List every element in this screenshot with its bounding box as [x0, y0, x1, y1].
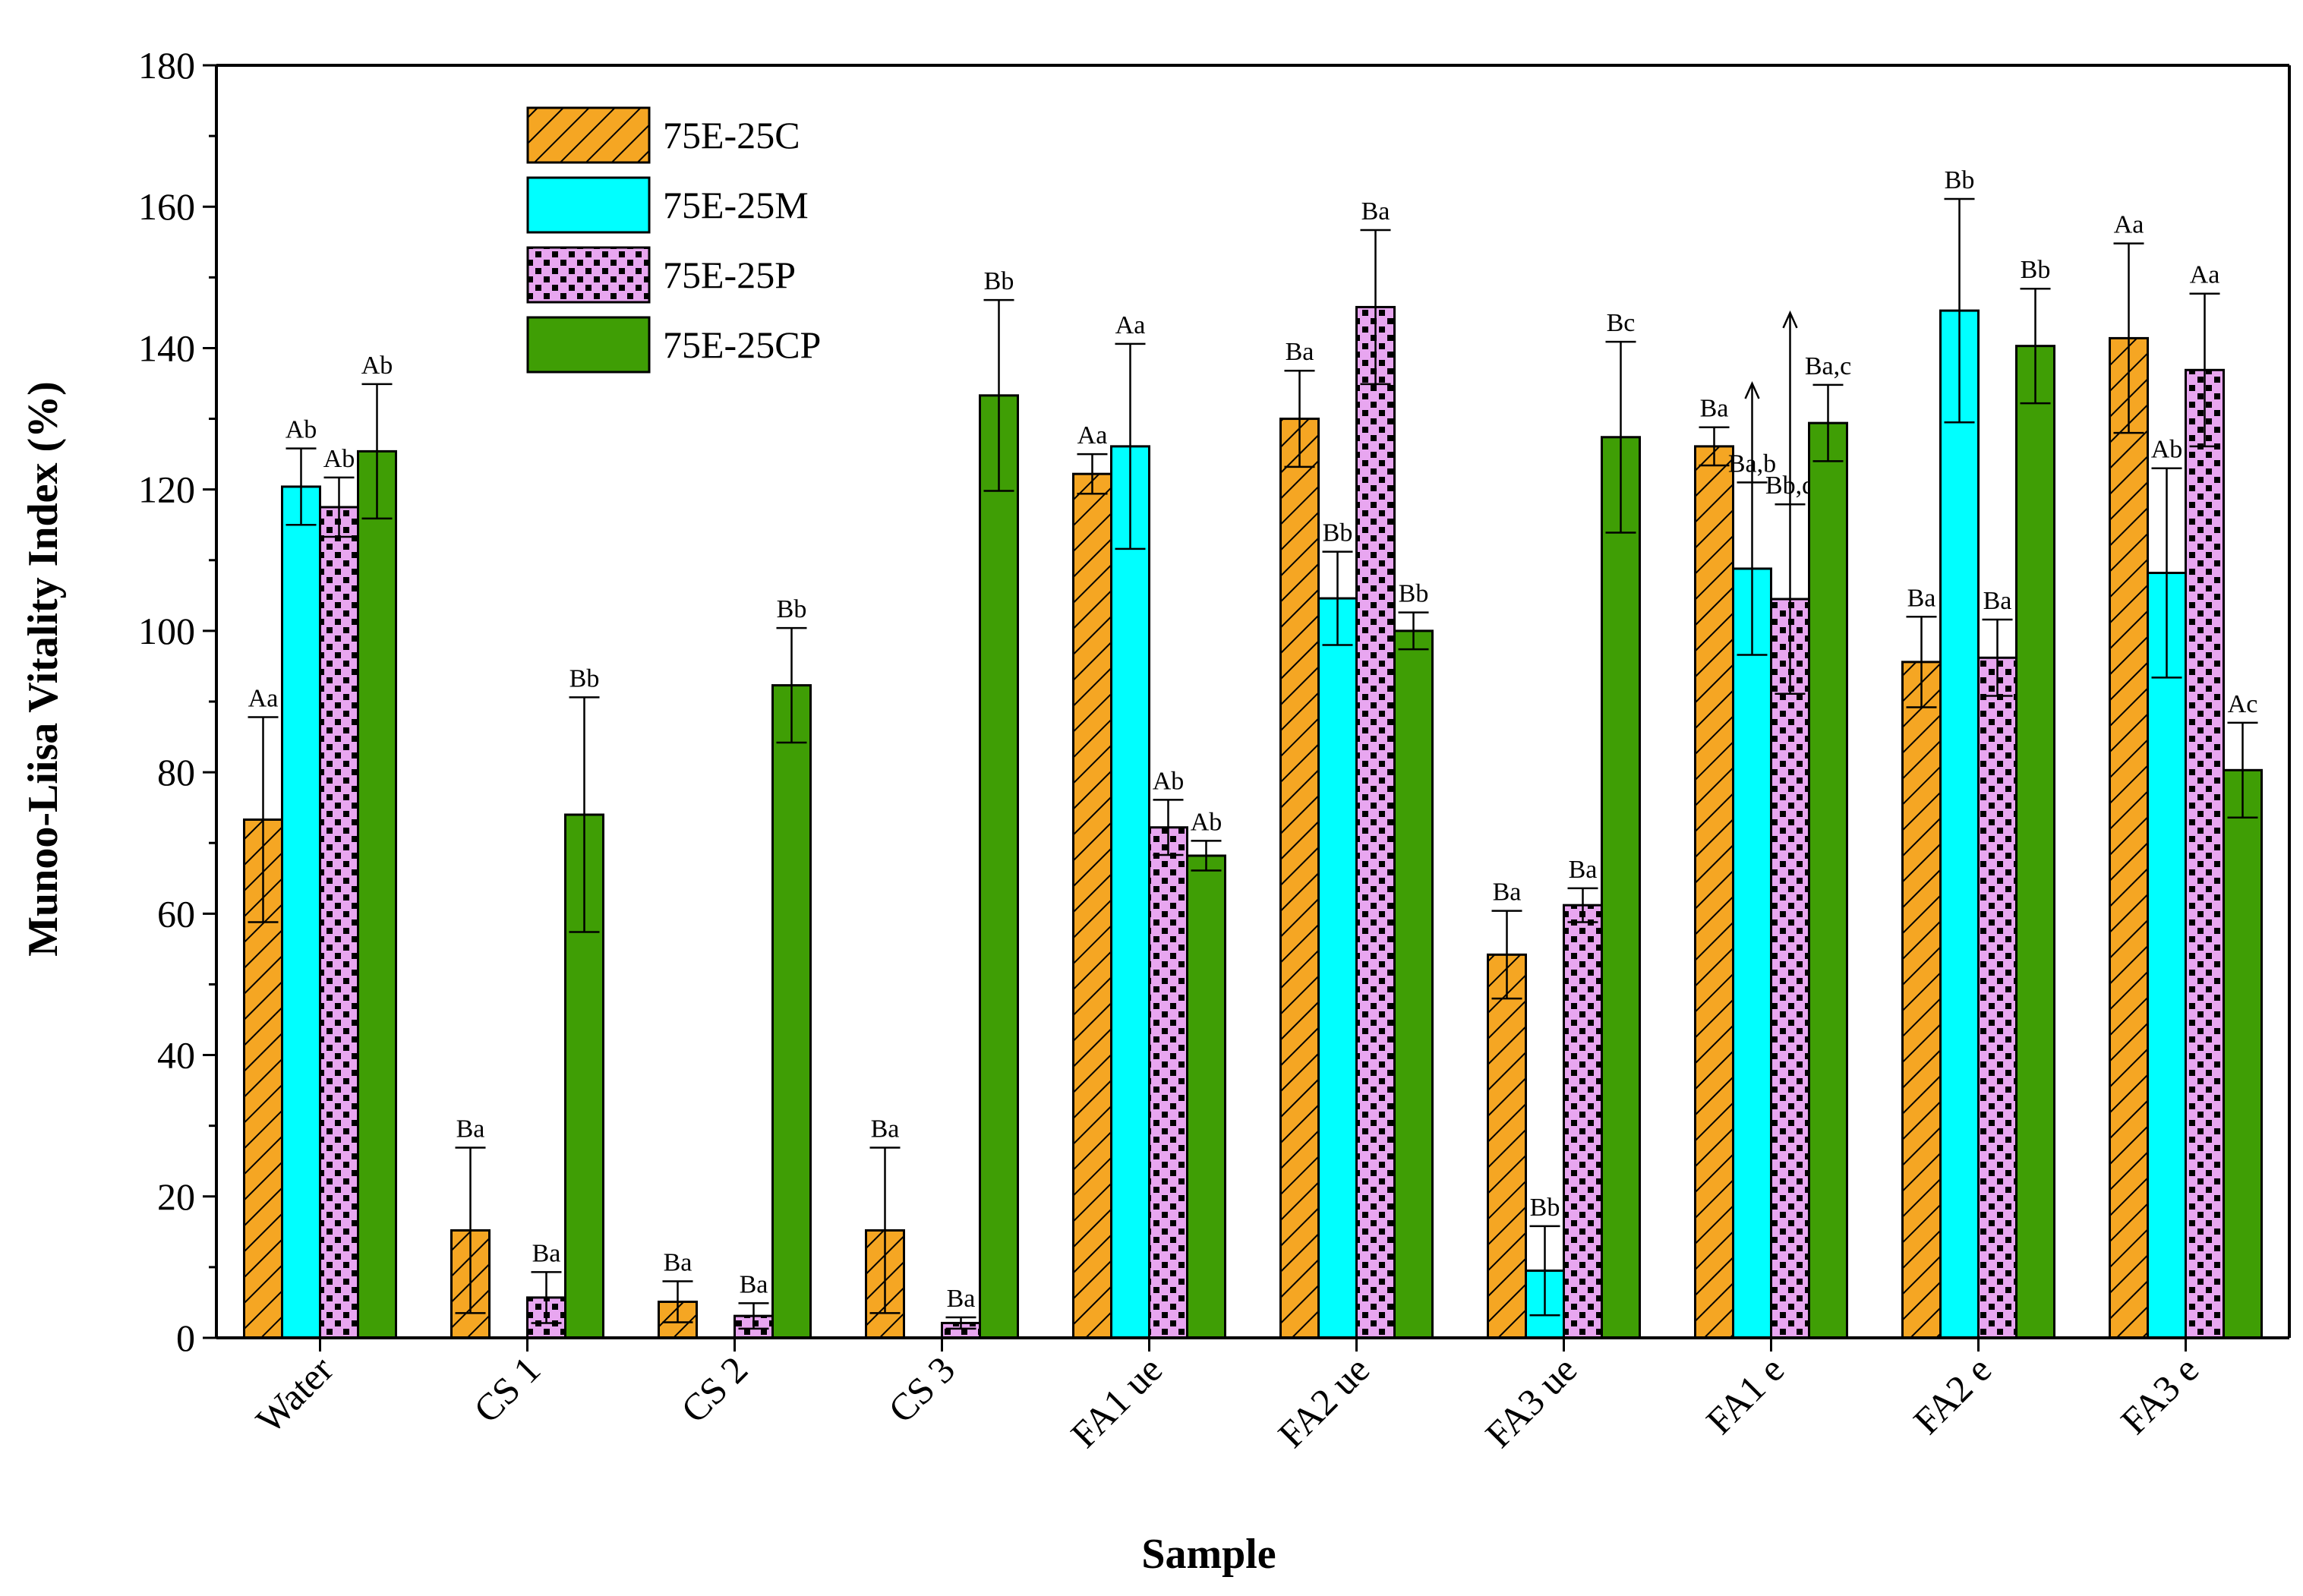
bar-75E-25C-FA1 ue: [1072, 472, 1112, 1339]
data-label-75E-25CP-FA3 ue: Bc: [1607, 309, 1636, 337]
data-label-75E-25C-Water: Aa: [248, 684, 279, 712]
data-label-75E-25P-FA3 ue: Ba: [1569, 856, 1598, 884]
data-label-75E-25CP-CS 3: Bb: [984, 267, 1014, 295]
plot-area: AaAbAbAbBaBaBbBaBaBbBaBaBbAaAaAbAbBaBbBa…: [138, 44, 2291, 1456]
bar-75E-25CP-FA2 ue: [1393, 629, 1434, 1339]
bar-75E-25CP-Water: [357, 449, 397, 1339]
legend: 75E-25C 75E-25M 75E-25P 75E-25CP: [526, 106, 821, 374]
bar-75E-25C-FA2 e: [1901, 661, 1942, 1339]
x-tick-label: FA2 ue: [1270, 1348, 1377, 1456]
data-label-75E-25C-CS 2: Ba: [664, 1249, 692, 1277]
bar-75E-25M-FA3 e: [2147, 572, 2187, 1339]
data-label-75E-25C-FA1 ue: Aa: [1077, 421, 1108, 449]
bar-75E-25P-FA1 e: [1770, 598, 1810, 1339]
y-tick-label: 180: [138, 44, 195, 87]
y-tick-label: 20: [157, 1175, 195, 1218]
x-tick-label: FA1 e: [1698, 1348, 1792, 1442]
y-tick-label: 100: [138, 610, 195, 652]
data-label-75E-25M-Water: Ab: [286, 416, 317, 444]
data-label-75E-25CP-FA2 e: Bb: [2021, 256, 2051, 284]
data-label-75E-25P-FA2 ue: Ba: [1361, 197, 1390, 226]
data-label-75E-25M-FA1 ue: Aa: [1115, 311, 1146, 339]
data-label-75E-25C-FA1 e: Ba: [1700, 395, 1729, 423]
data-label-75E-25P-FA1 ue: Ab: [1153, 767, 1185, 795]
data-label-75E-25C-FA2 ue: Ba: [1286, 338, 1314, 366]
x-tick-label: FA3 e: [2112, 1348, 2207, 1442]
data-label-75E-25P-CS 2: Ba: [740, 1270, 768, 1298]
bar-75E-25C-FA3 ue: [1487, 953, 1527, 1339]
x-tick-label: FA3 ue: [1477, 1348, 1585, 1456]
bar-75E-25C-FA1 e: [1694, 445, 1734, 1339]
bar-75E-25C-FA2 ue: [1279, 418, 1320, 1339]
data-label-75E-25CP-FA1 ue: Ab: [1191, 808, 1222, 836]
y-tick-label: 0: [176, 1317, 195, 1359]
data-label-75E-25M-FA2 e: Bb: [1945, 166, 1975, 194]
data-label-75E-25M-FA3 e: Ab: [2151, 436, 2183, 464]
y-tick-label: 160: [138, 185, 195, 228]
data-label-75E-25P-FA2 e: Ba: [1983, 587, 2012, 615]
legend-label-75E-25C: 75E-25C: [663, 114, 800, 156]
legend-label-75E-25M: 75E-25M: [663, 184, 809, 226]
y-tick-label: 60: [157, 892, 195, 935]
bar-75E-25CP-FA3 ue: [1601, 436, 1641, 1339]
data-label-75E-25CP-FA1 e: Ba,c: [1805, 352, 1851, 380]
data-label-75E-25P-FA3 e: Aa: [2190, 261, 2220, 289]
y-tick-label: 40: [157, 1034, 195, 1077]
x-tick-label: CS 1: [465, 1348, 548, 1430]
bar-75E-25M-FA2 ue: [1317, 597, 1358, 1339]
bar-75E-25P-FA2 ue: [1355, 305, 1396, 1339]
legend-swatch-75E-25C: [526, 106, 651, 164]
bar-75E-25M-FA2 e: [1939, 309, 1980, 1339]
bar-75E-25P-FA1 ue: [1148, 826, 1188, 1339]
x-axis-title: Sample: [1141, 1531, 1276, 1578]
legend-label-75E-25CP: 75E-25CP: [663, 323, 821, 366]
y-tick-label: 120: [138, 468, 195, 511]
y-axis-title: Munoo-Liisa Vitality Index (%): [20, 381, 67, 957]
legend-swatch-75E-25M: [526, 176, 651, 234]
data-label-75E-25C-FA3 ue: Ba: [1493, 878, 1522, 907]
bar-75E-25M-Water: [281, 485, 321, 1339]
bar-75E-25M-FA1 e: [1732, 567, 1772, 1339]
data-label-75E-25P-Water: Ab: [323, 445, 355, 473]
bar-75E-25M-FA1 ue: [1110, 445, 1150, 1339]
annotation-arrow-head: [1744, 380, 1760, 399]
x-tick-label: CS 3: [880, 1348, 963, 1430]
legend-swatch-75E-25P: [526, 246, 651, 304]
bar-75E-25CP-FA1 e: [1808, 421, 1848, 1339]
data-label-75E-25CP-FA2 ue: Bb: [1399, 580, 1429, 608]
bar-75E-25CP-FA1 ue: [1186, 854, 1226, 1339]
legend-label-75E-25P: 75E-25P: [663, 254, 796, 296]
bar-75E-25P-FA2 e: [1977, 656, 2017, 1339]
bar-75E-25CP-FA3 e: [2223, 768, 2263, 1339]
bar-75E-25CP-FA2 e: [2015, 345, 2055, 1339]
x-tick-label: FA1 ue: [1062, 1348, 1170, 1456]
bar-75E-25P-FA3 ue: [1563, 904, 1603, 1339]
data-label-75E-25P-CS 1: Ba: [532, 1239, 561, 1267]
x-tick-label: CS 2: [673, 1348, 756, 1430]
data-label-75E-25CP-Water: Ab: [361, 352, 393, 380]
bar-75E-25CP-CS 3: [979, 394, 1019, 1339]
x-tick-label: FA2 e: [1905, 1348, 1999, 1442]
bar-75E-25P-Water: [319, 506, 359, 1339]
bar-75E-25P-FA3 e: [2185, 368, 2225, 1339]
data-label-75E-25M-FA3 ue: Bb: [1530, 1194, 1560, 1222]
data-label-75E-25P-CS 3: Ba: [947, 1285, 976, 1313]
annotation-arrow-head: [1782, 310, 1798, 329]
x-tick-label: Water: [248, 1348, 341, 1441]
data-label-75E-25CP-CS 1: Bb: [569, 664, 600, 692]
legend-swatch-75E-25CP: [526, 316, 651, 374]
data-label-75E-25C-CS 1: Ba: [456, 1115, 485, 1143]
bar-75E-25C-FA3 e: [2109, 336, 2149, 1339]
data-label-75E-25M-FA2 ue: Bb: [1323, 519, 1353, 547]
y-tick-label: 140: [138, 326, 195, 369]
data-label-75E-25CP-CS 2: Bb: [777, 595, 807, 623]
bar-75E-25CP-CS 2: [771, 684, 812, 1339]
data-label-75E-25C-CS 3: Ba: [871, 1115, 900, 1143]
data-label-75E-25C-FA2 e: Ba: [1907, 584, 1936, 612]
data-label-75E-25CP-FA3 e: Ac: [2228, 690, 2258, 718]
y-tick-label: 80: [157, 751, 195, 793]
data-label-75E-25C-FA3 e: Aa: [2114, 211, 2144, 239]
